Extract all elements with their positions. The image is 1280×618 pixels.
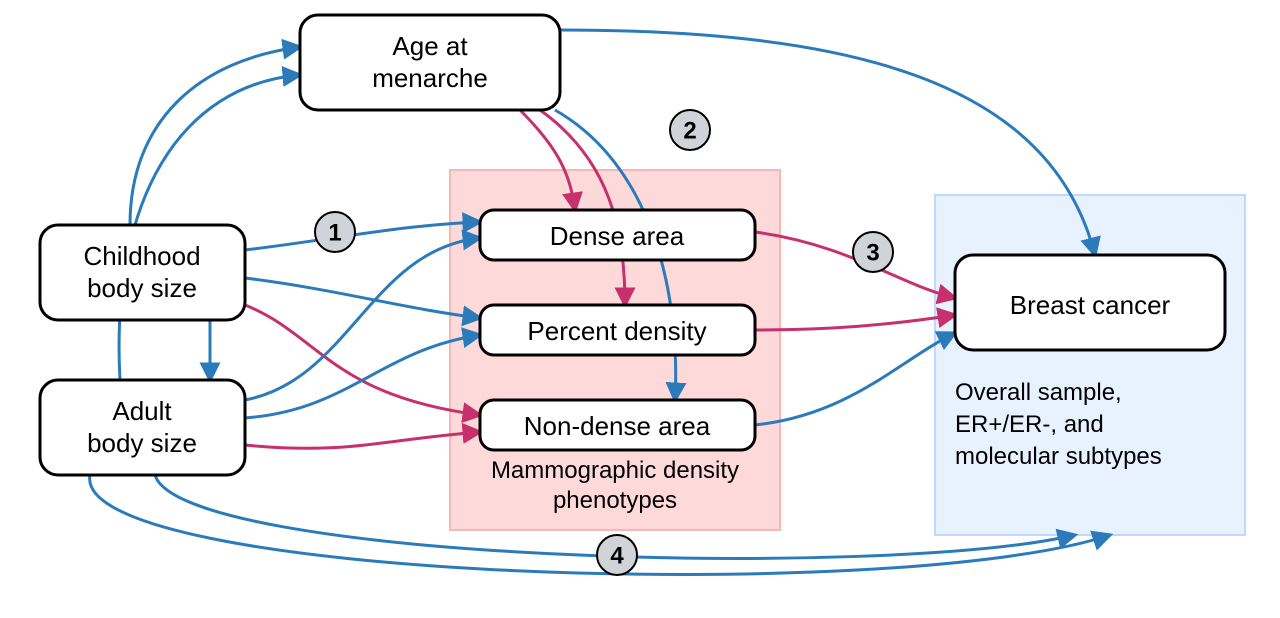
node-nondense: Non-dense area [480,400,755,450]
edge-child-to-menarche [130,47,300,225]
edge-adult-to-percent [245,335,480,418]
edge-nondense-to-cancer [755,333,955,425]
node-percent: Percent density [480,305,755,355]
node-cancer: Breast cancer [955,255,1225,350]
badge-2-label: 2 [683,118,696,145]
edge-adult-to-dense [245,238,480,400]
badge-4-label: 4 [610,543,624,570]
edge-child-to-nondense [245,305,480,415]
badge-2: 2 [670,110,710,150]
group-breast-cancer-outcome [935,195,1245,535]
node-childhood-label2: body size [87,273,197,303]
node-percent-label: Percent density [527,316,706,346]
diagram-canvas: Childhoodbody sizeAdultbody sizeAge atme… [0,0,1280,618]
caption-blue-l2: ER+/ER-, and [955,411,1104,438]
caption-blue-l3: molecular subtypes [955,443,1162,470]
edge-percent-to-cancer [755,315,955,330]
edge-adult-to-nondense [245,432,480,448]
caption-pink-l1: Mammographic density [491,457,739,484]
node-dense-label: Dense area [550,221,685,251]
node-adult-label: Adult [112,396,172,426]
badge-1: 1 [315,212,355,252]
caption-pink-l2: phenotypes [553,487,677,514]
badge-1-label: 1 [328,220,341,247]
node-adult-label2: body size [87,428,197,458]
node-menarche-label2: menarche [372,63,488,93]
badge-4: 4 [597,535,637,575]
node-childhood: Childhoodbody size [40,225,245,320]
badge-3: 3 [853,232,893,272]
node-cancer-label: Breast cancer [1010,290,1171,320]
node-childhood-label: Childhood [83,241,200,271]
node-adult: Adultbody size [40,380,245,475]
node-dense: Dense area [480,210,755,260]
node-menarche-label: Age at [392,31,468,61]
node-nondense-label: Non-dense area [524,411,711,441]
node-menarche: Age atmenarche [300,15,560,110]
caption-blue-l1: Overall sample, [955,379,1122,406]
badge-3-label: 3 [866,240,879,267]
